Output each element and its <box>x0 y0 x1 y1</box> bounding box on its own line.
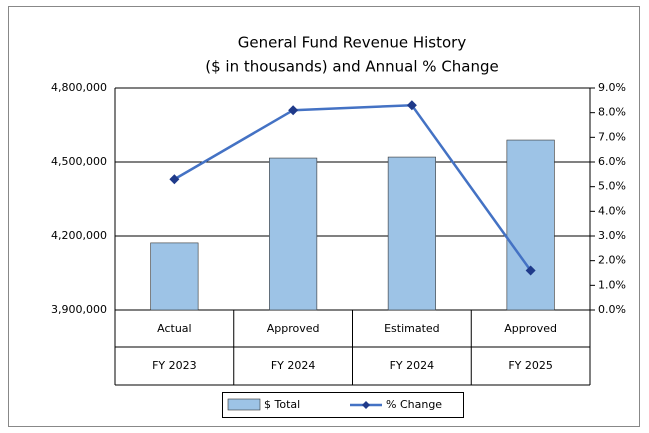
y-tick-label: 3,900,000 <box>51 303 107 316</box>
x-tick-label: Approved <box>504 322 557 335</box>
bar <box>387 156 436 311</box>
x-tick-label: FY 2024 <box>271 359 316 372</box>
bar <box>150 242 199 311</box>
y2-tick-label: 3.0% <box>598 229 626 242</box>
x-tick-label: Estimated <box>384 322 440 335</box>
x-tick-label: Approved <box>267 322 320 335</box>
y2-tick-label: 7.0% <box>598 130 626 143</box>
legend-label: % Change <box>386 398 442 411</box>
marker <box>525 265 536 276</box>
y2-tick-label: 8.0% <box>598 106 626 119</box>
x-tick-label: Actual <box>157 322 191 335</box>
legend-swatch <box>227 398 261 411</box>
legend-label: $ Total <box>264 398 300 411</box>
legend-box <box>222 392 464 418</box>
y2-tick-label: 1.0% <box>598 278 626 291</box>
bar <box>269 157 318 311</box>
line <box>173 103 532 272</box>
x-tick-label: FY 2024 <box>390 359 435 372</box>
chart-subtitle: ($ in thousands) and Annual % Change <box>205 58 499 76</box>
y-tick-label: 4,800,000 <box>51 81 107 94</box>
legend-marker <box>362 401 370 409</box>
y2-tick-label: 9.0% <box>598 81 626 94</box>
y2-tick-label: 5.0% <box>598 180 626 193</box>
x-tick-label: FY 2023 <box>152 359 197 372</box>
y2-tick-label: 4.0% <box>598 204 626 217</box>
marker <box>288 105 299 116</box>
marker <box>406 100 417 111</box>
bar <box>506 139 555 311</box>
y2-tick-label: 0.0% <box>598 303 626 316</box>
y2-tick-label: 2.0% <box>598 254 626 267</box>
y-tick-label: 4,500,000 <box>51 155 107 168</box>
y-tick-label: 4,200,000 <box>51 229 107 242</box>
y2-tick-label: 6.0% <box>598 155 626 168</box>
chart-title: General Fund Revenue History <box>238 34 467 52</box>
x-tick-label: FY 2025 <box>508 359 553 372</box>
marker <box>169 174 180 185</box>
